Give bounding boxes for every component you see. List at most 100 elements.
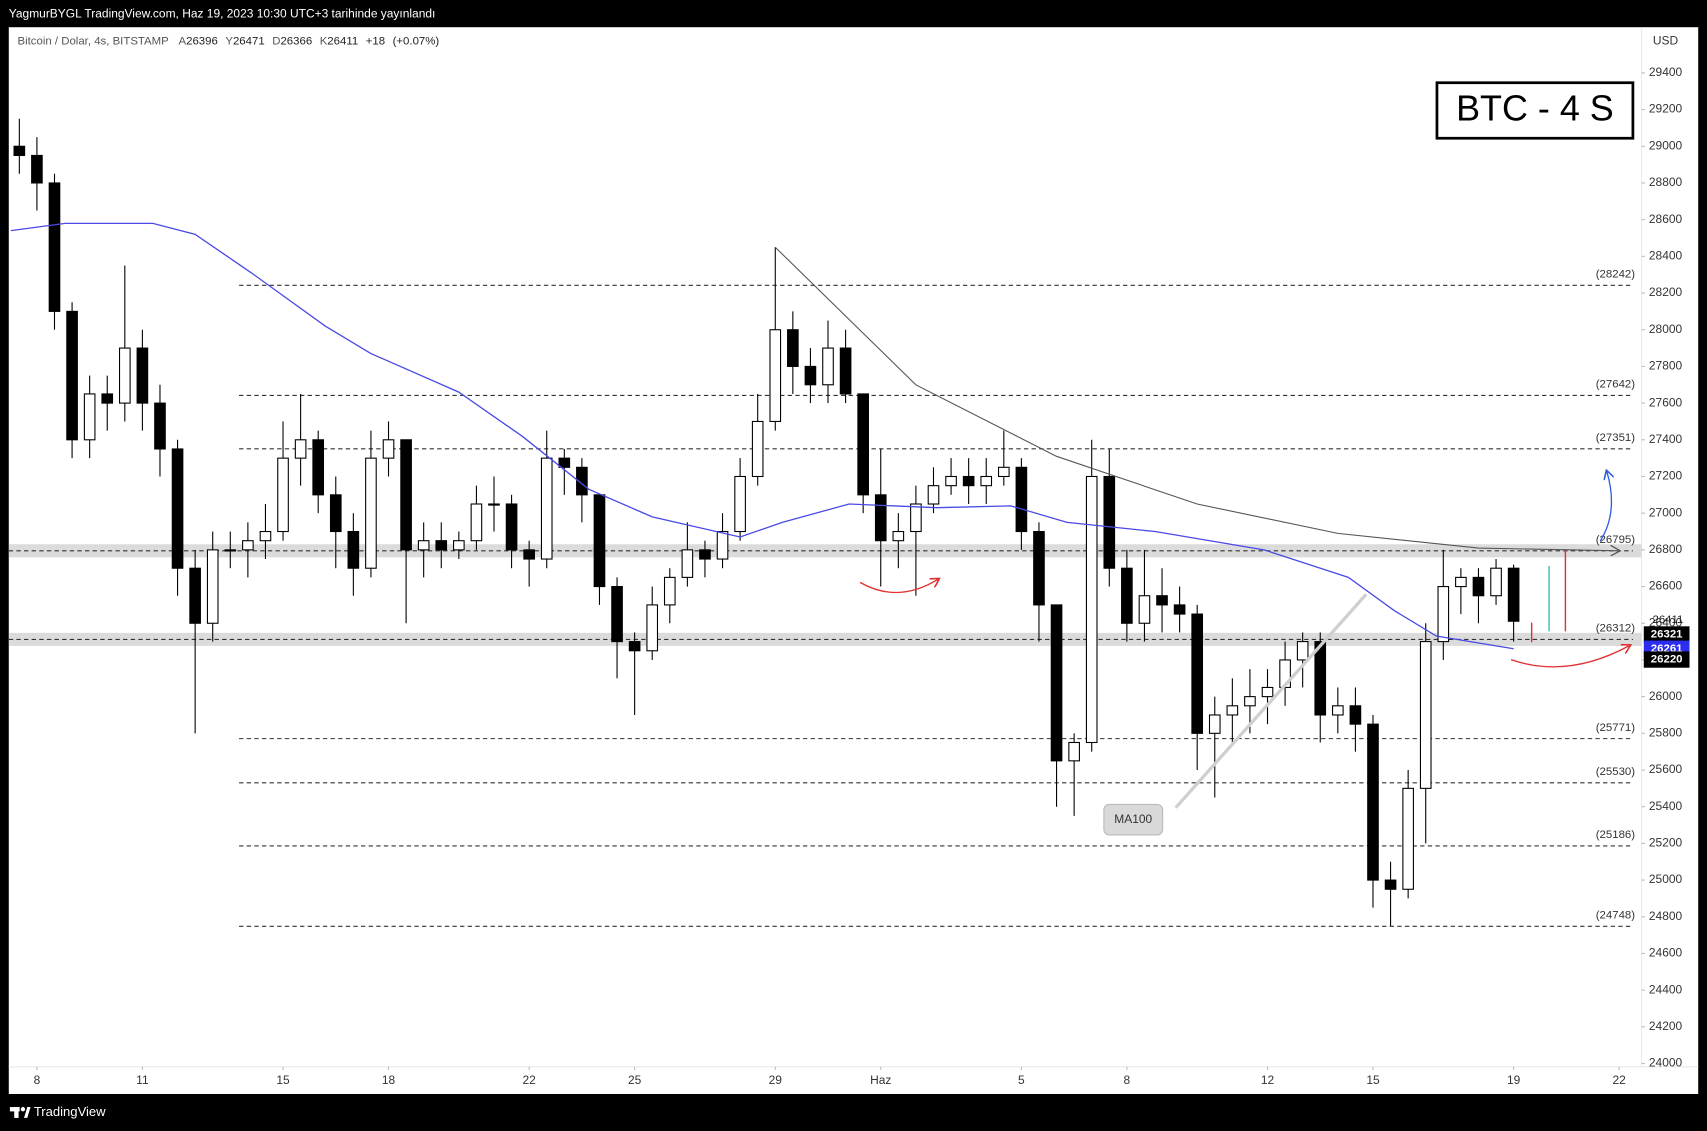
candle-body — [769, 329, 782, 422]
candle-body — [734, 475, 746, 533]
x-tick-label: 8 — [1124, 1073, 1131, 1087]
candle-body — [1314, 641, 1327, 716]
ohlc-value: 26471 — [233, 35, 265, 47]
candle-body — [857, 393, 869, 496]
candle-body — [980, 475, 993, 487]
logo-part — [24, 1107, 31, 1118]
candle-body — [1296, 641, 1309, 661]
x-tick-label: 8 — [34, 1073, 41, 1087]
x-tick-label: 15 — [276, 1073, 290, 1087]
y-tick-label: 26600 — [1649, 579, 1683, 593]
candle-body — [1015, 466, 1028, 533]
ohlc-value: 26396 — [186, 35, 218, 47]
candle-body — [751, 420, 764, 478]
y-tick-label: 27000 — [1649, 505, 1683, 519]
y-tick-label: 26800 — [1649, 542, 1683, 556]
candle-body — [997, 466, 1010, 478]
candle-body — [224, 549, 237, 552]
y-tick-label: 24400 — [1649, 982, 1683, 996]
box-label: BTC - 4 S — [1456, 88, 1614, 129]
y-tick-label: 25000 — [1649, 872, 1683, 886]
candle-body — [400, 439, 412, 551]
last-price: 26411 — [1652, 614, 1683, 626]
candle-body — [787, 329, 799, 367]
candle-body — [1050, 604, 1063, 762]
candle-body — [1261, 686, 1274, 698]
candle-body — [1367, 723, 1379, 881]
candle-body — [259, 530, 272, 542]
blue-arrow — [1599, 471, 1611, 542]
candle-body — [962, 475, 975, 487]
candle-body — [1244, 696, 1256, 707]
candle-body — [540, 457, 553, 560]
candle-body — [1402, 787, 1414, 890]
candle-body — [1332, 705, 1344, 716]
y-tick-label: 24000 — [1649, 1056, 1683, 1070]
candle-body — [945, 475, 957, 487]
candle-body — [312, 439, 325, 496]
y-tick-label: 28000 — [1649, 322, 1683, 336]
candle-body — [189, 567, 201, 624]
candle-body — [13, 145, 26, 156]
candle-body — [1085, 475, 1098, 744]
trendline — [774, 246, 1619, 551]
ohlc-key: K — [320, 35, 328, 47]
y-tick-label: 24600 — [1649, 946, 1683, 960]
ohlc-value: 26366 — [280, 35, 312, 47]
candle-body — [1226, 705, 1239, 716]
candle-body — [927, 485, 940, 505]
candle-body — [716, 530, 729, 560]
price-tag — [1643, 626, 1690, 643]
candle-body — [136, 347, 149, 404]
candle-body — [488, 503, 500, 506]
callout-pointer — [1174, 593, 1368, 809]
y-tick-label: 26400 — [1649, 615, 1683, 629]
y-tick-label: 25600 — [1649, 762, 1683, 776]
candle-body — [1507, 567, 1520, 622]
x-tick-label: 25 — [628, 1073, 642, 1087]
candle-body — [804, 365, 817, 386]
candle-body — [611, 586, 623, 643]
y-tick-label: 26000 — [1649, 689, 1683, 703]
plot-area — [8, 118, 1642, 927]
candle-body — [48, 182, 61, 312]
level-label: (25530) — [1596, 766, 1636, 778]
candle-body — [277, 457, 289, 533]
ma-line — [10, 222, 1514, 650]
y-tick-label: 24200 — [1649, 1019, 1683, 1033]
candle-body — [83, 393, 96, 441]
y-tick-label: 27600 — [1649, 395, 1683, 409]
red-arrow — [1510, 646, 1630, 668]
candle-body — [576, 466, 588, 496]
candle-body — [1419, 641, 1432, 789]
candle-body — [523, 549, 535, 560]
candle-body — [365, 457, 377, 569]
candle-body — [874, 494, 887, 542]
red-arrow — [859, 579, 938, 594]
y-tick-label: 28600 — [1649, 212, 1683, 226]
candle-body — [31, 154, 43, 184]
candle-body — [1490, 567, 1502, 597]
candle-body — [1121, 567, 1133, 624]
candle-body — [1068, 741, 1080, 762]
candle-body — [628, 641, 641, 652]
ohlc-key: Y — [225, 35, 233, 47]
candle-body — [329, 494, 342, 533]
candle-body — [839, 347, 852, 395]
candle-body — [242, 540, 254, 551]
y-tick-label: 25800 — [1649, 725, 1683, 739]
candle-body — [435, 540, 448, 551]
candle-body — [505, 503, 518, 551]
y-tick-label: 25200 — [1649, 836, 1683, 850]
x-tick-label: 12 — [1261, 1073, 1275, 1087]
candle-body — [699, 549, 711, 560]
candle-body — [646, 604, 659, 652]
level-label: (26795) — [1596, 534, 1636, 546]
y-tick-label: 27200 — [1649, 469, 1683, 483]
candle-body — [453, 540, 465, 551]
x-tick-label: Haz — [870, 1073, 891, 1087]
candle-body — [417, 540, 430, 551]
candle-body — [1173, 604, 1186, 615]
candle-body — [681, 549, 694, 578]
